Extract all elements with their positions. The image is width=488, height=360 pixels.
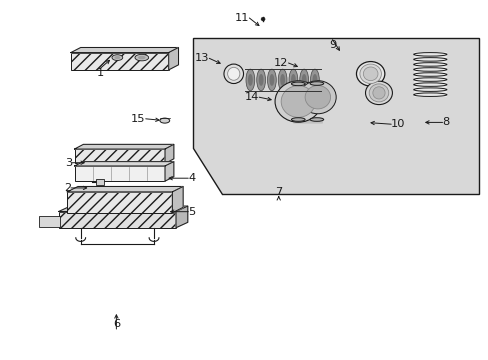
Polygon shape <box>71 48 178 53</box>
Ellipse shape <box>301 74 306 86</box>
Ellipse shape <box>310 69 319 91</box>
Ellipse shape <box>368 84 388 102</box>
Ellipse shape <box>309 82 323 85</box>
Ellipse shape <box>356 62 384 86</box>
Text: 3: 3 <box>65 158 72 168</box>
Ellipse shape <box>245 69 254 91</box>
Polygon shape <box>172 186 183 213</box>
Ellipse shape <box>135 54 148 61</box>
Ellipse shape <box>278 69 286 91</box>
Ellipse shape <box>299 81 336 114</box>
Ellipse shape <box>291 82 305 86</box>
Ellipse shape <box>309 118 323 121</box>
Text: 1: 1 <box>97 68 103 78</box>
Polygon shape <box>176 206 187 228</box>
Ellipse shape <box>114 56 120 59</box>
Polygon shape <box>74 162 174 166</box>
Bar <box>96 179 103 185</box>
Ellipse shape <box>365 81 391 104</box>
Text: 5: 5 <box>188 207 195 217</box>
Text: 14: 14 <box>244 92 259 102</box>
Ellipse shape <box>112 55 122 60</box>
Text: 2: 2 <box>63 183 71 193</box>
Text: 15: 15 <box>131 114 145 124</box>
Bar <box>39 216 60 227</box>
Ellipse shape <box>288 69 297 91</box>
Polygon shape <box>67 186 183 192</box>
Polygon shape <box>59 206 187 211</box>
Ellipse shape <box>274 81 321 122</box>
Text: 4: 4 <box>188 173 195 183</box>
Ellipse shape <box>247 74 252 86</box>
Ellipse shape <box>305 85 330 109</box>
Text: 13: 13 <box>194 53 209 63</box>
Polygon shape <box>168 48 178 70</box>
Text: 10: 10 <box>390 119 405 129</box>
Ellipse shape <box>256 69 265 91</box>
Polygon shape <box>165 144 174 163</box>
Text: 6: 6 <box>113 319 120 329</box>
Ellipse shape <box>227 67 239 80</box>
Ellipse shape <box>299 69 308 91</box>
Text: 7: 7 <box>275 187 282 197</box>
Ellipse shape <box>267 69 276 91</box>
Ellipse shape <box>290 74 295 86</box>
Polygon shape <box>165 162 174 181</box>
Ellipse shape <box>363 67 377 81</box>
Ellipse shape <box>312 74 317 86</box>
Ellipse shape <box>291 118 305 121</box>
Bar <box>59 211 176 228</box>
Text: 11: 11 <box>234 13 249 23</box>
Ellipse shape <box>258 74 263 86</box>
Polygon shape <box>193 38 478 194</box>
Bar <box>67 192 172 213</box>
Ellipse shape <box>269 74 274 86</box>
Bar <box>74 149 165 163</box>
Text: 9: 9 <box>328 40 335 50</box>
Ellipse shape <box>224 64 243 84</box>
Polygon shape <box>74 144 174 149</box>
Bar <box>71 53 168 70</box>
Ellipse shape <box>281 86 315 117</box>
Ellipse shape <box>138 56 145 59</box>
Ellipse shape <box>160 118 169 123</box>
Text: 8: 8 <box>442 117 449 127</box>
Ellipse shape <box>359 64 381 84</box>
Bar <box>74 166 165 181</box>
Bar <box>413 52 446 97</box>
Text: 12: 12 <box>274 58 288 68</box>
Ellipse shape <box>372 87 385 99</box>
Ellipse shape <box>280 74 285 86</box>
